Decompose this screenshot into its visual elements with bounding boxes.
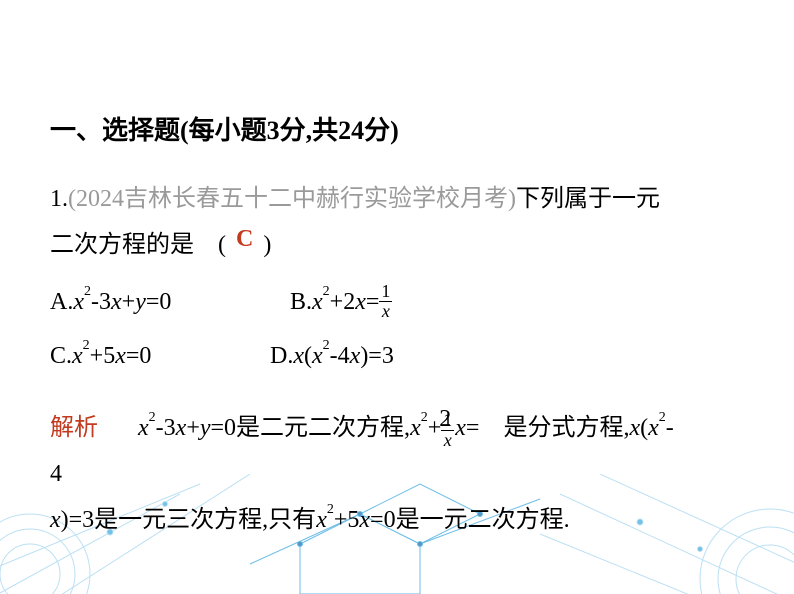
question-number: 1.: [50, 186, 68, 212]
option-b: B.x2+2x=1x: [290, 278, 392, 326]
section-title: 一、选择题(每小题3分,共24分): [50, 110, 744, 147]
answer-letter: C: [236, 217, 253, 263]
explanation-label: 解析: [50, 415, 98, 441]
question-stem-part3: ): [263, 232, 271, 258]
options-block: A.x2-3x+y=0 B.x2+2x=1x C.x2+5x=0 D.x(x2-…: [50, 278, 744, 380]
slide-content: 一、选择题(每小题3分,共24分) 1.(2024吉林长春五十二中赫行实验学校月…: [0, 0, 794, 544]
question-stem-part1: 下列属于一元: [516, 186, 660, 212]
explanation-part1: x2-3x+y=0是二元二次方程,x2+: [138, 415, 441, 441]
explanation-part2: 是分式方程,: [479, 415, 629, 441]
question-stem: 1.(2024吉林长春五十二中赫行实验学校月考)下列属于一元: [50, 177, 744, 223]
option-a-expr: x2-3x+y=0: [73, 289, 171, 315]
question-stem-part2: 二次方程的是 (: [50, 232, 226, 258]
explanation-overlap: 1x2: [441, 407, 455, 453]
option-d: D.x(x2-4x)=3: [270, 332, 394, 380]
option-d-expr: x(x2-4x)=3: [293, 343, 394, 369]
explanation-line2a: 4: [50, 461, 62, 487]
explanation-line3: x)=3是一元三次方程,只有x2+5x=0是一元二次方程.: [50, 507, 570, 533]
option-b-frac: 1x: [379, 282, 392, 321]
option-c: C.x2+5x=0: [50, 332, 270, 380]
question-stem-line2: 二次方程的是 ( C ): [50, 223, 744, 269]
option-a: A.x2-3x+y=0: [50, 278, 290, 326]
question-source: (2024吉林长春五十二中赫行实验学校月考): [68, 186, 516, 212]
explanation: 解析x2-3x+y=0是二元二次方程,x2+1x2x= 是分式方程,x(x2- …: [50, 406, 744, 543]
option-b-expr: x2+2x=: [312, 289, 379, 315]
option-c-expr: x2+5x=0: [72, 343, 151, 369]
